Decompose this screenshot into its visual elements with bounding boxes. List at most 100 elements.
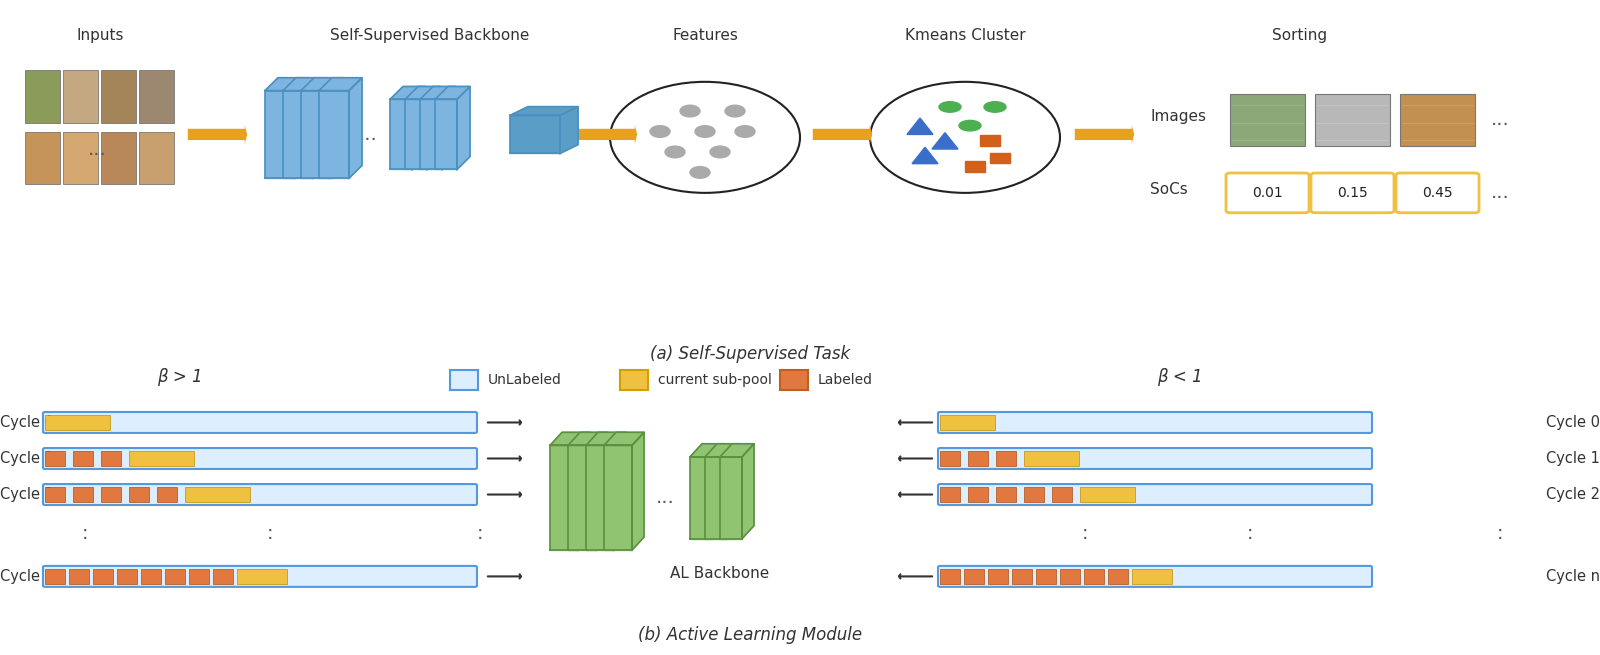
Polygon shape: [435, 100, 458, 170]
Text: 0.01: 0.01: [1253, 186, 1283, 200]
FancyBboxPatch shape: [1226, 173, 1309, 213]
FancyBboxPatch shape: [62, 70, 98, 122]
FancyBboxPatch shape: [990, 153, 1010, 163]
FancyBboxPatch shape: [995, 487, 1016, 502]
FancyBboxPatch shape: [968, 451, 987, 466]
FancyBboxPatch shape: [1400, 94, 1475, 146]
FancyBboxPatch shape: [1080, 487, 1134, 502]
Circle shape: [725, 105, 746, 117]
FancyBboxPatch shape: [117, 569, 138, 584]
FancyBboxPatch shape: [1013, 569, 1032, 584]
Text: :: :: [267, 524, 274, 544]
Text: Cycle 0: Cycle 0: [0, 415, 54, 430]
Polygon shape: [390, 86, 426, 100]
Polygon shape: [331, 78, 344, 178]
Polygon shape: [712, 444, 723, 538]
Polygon shape: [605, 445, 632, 550]
FancyBboxPatch shape: [69, 569, 90, 584]
FancyBboxPatch shape: [43, 566, 477, 587]
Circle shape: [610, 82, 800, 193]
FancyBboxPatch shape: [1107, 569, 1128, 584]
Polygon shape: [550, 445, 578, 550]
Text: Inputs: Inputs: [77, 28, 123, 43]
Text: :: :: [1082, 524, 1088, 544]
Polygon shape: [690, 444, 723, 457]
FancyBboxPatch shape: [938, 412, 1373, 433]
FancyBboxPatch shape: [93, 569, 114, 584]
Polygon shape: [510, 107, 578, 115]
FancyBboxPatch shape: [941, 415, 995, 430]
Text: :: :: [477, 524, 483, 544]
Polygon shape: [442, 86, 454, 170]
Text: :: :: [1496, 524, 1504, 544]
Circle shape: [680, 105, 701, 117]
Text: (a) Self-Supervised Task: (a) Self-Supervised Task: [650, 345, 850, 363]
Text: SoCs: SoCs: [1150, 183, 1187, 197]
FancyBboxPatch shape: [43, 448, 477, 469]
Circle shape: [870, 82, 1059, 193]
FancyBboxPatch shape: [941, 451, 960, 466]
Text: Kmeans Cluster: Kmeans Cluster: [904, 28, 1026, 43]
Text: Cycle 1: Cycle 1: [0, 451, 54, 466]
FancyBboxPatch shape: [1037, 569, 1056, 584]
Polygon shape: [413, 86, 426, 170]
FancyBboxPatch shape: [1315, 94, 1390, 146]
Text: UnLabeled: UnLabeled: [488, 373, 562, 387]
Polygon shape: [632, 432, 643, 550]
Text: current sub-pool: current sub-pool: [658, 373, 771, 387]
FancyBboxPatch shape: [941, 487, 960, 502]
FancyBboxPatch shape: [979, 135, 1000, 145]
Text: Self-Supervised Backbone: Self-Supervised Backbone: [330, 28, 530, 43]
FancyBboxPatch shape: [45, 451, 66, 466]
FancyBboxPatch shape: [139, 70, 174, 122]
Text: AL Backbone: AL Backbone: [670, 566, 770, 580]
Text: Cycle 2: Cycle 2: [1546, 487, 1600, 502]
FancyBboxPatch shape: [1133, 569, 1171, 584]
Text: Cycle 2: Cycle 2: [0, 487, 54, 502]
Polygon shape: [720, 457, 742, 538]
Polygon shape: [419, 100, 442, 170]
Polygon shape: [283, 90, 314, 178]
Polygon shape: [614, 432, 626, 550]
Polygon shape: [405, 100, 427, 170]
Text: Sorting: Sorting: [1272, 28, 1328, 43]
FancyBboxPatch shape: [450, 370, 478, 390]
Polygon shape: [301, 90, 331, 178]
FancyBboxPatch shape: [130, 451, 194, 466]
Polygon shape: [912, 147, 938, 164]
Polygon shape: [568, 445, 595, 550]
Circle shape: [690, 166, 710, 178]
FancyBboxPatch shape: [1053, 487, 1072, 502]
Polygon shape: [294, 78, 307, 178]
FancyBboxPatch shape: [186, 487, 250, 502]
FancyBboxPatch shape: [995, 451, 1016, 466]
FancyBboxPatch shape: [1024, 451, 1078, 466]
FancyBboxPatch shape: [101, 487, 122, 502]
Polygon shape: [458, 86, 470, 170]
FancyBboxPatch shape: [1061, 569, 1080, 584]
FancyBboxPatch shape: [781, 370, 808, 390]
FancyBboxPatch shape: [101, 132, 136, 184]
FancyBboxPatch shape: [130, 487, 149, 502]
Ellipse shape: [939, 102, 962, 112]
Polygon shape: [266, 90, 294, 178]
Polygon shape: [550, 432, 590, 445]
Circle shape: [666, 146, 685, 158]
FancyBboxPatch shape: [43, 412, 477, 433]
Polygon shape: [283, 78, 326, 90]
Polygon shape: [318, 78, 362, 90]
FancyBboxPatch shape: [189, 569, 210, 584]
Polygon shape: [266, 78, 307, 90]
Text: 0.15: 0.15: [1338, 186, 1368, 200]
Polygon shape: [706, 444, 739, 457]
Circle shape: [734, 126, 755, 138]
Text: :: :: [1246, 524, 1253, 544]
Text: (b) Active Learning Module: (b) Active Learning Module: [638, 626, 862, 645]
FancyBboxPatch shape: [74, 451, 93, 466]
Text: ...: ...: [358, 125, 378, 144]
Polygon shape: [742, 444, 754, 538]
FancyBboxPatch shape: [45, 569, 66, 584]
Text: ...: ...: [656, 488, 674, 508]
FancyBboxPatch shape: [74, 487, 93, 502]
Polygon shape: [931, 133, 958, 149]
